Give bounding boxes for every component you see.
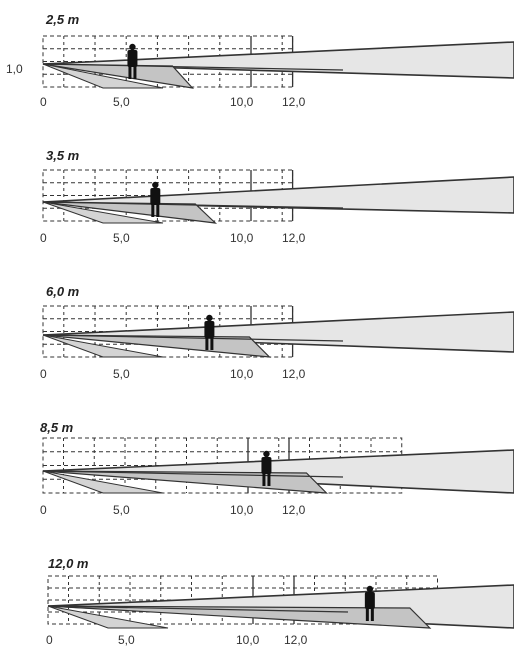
person-leg-right [133, 66, 137, 79]
panel-title: 8,5 m [40, 420, 74, 435]
person-leg-right [370, 608, 374, 621]
floor-wedge [42, 470, 164, 494]
tick-label-0: 0 [40, 95, 47, 109]
tick-label-10: 10,0 [230, 95, 254, 109]
person-body [204, 321, 215, 338]
far-beam [42, 41, 514, 79]
diagram-panel-1: 2,5 m 1,0 0 5,0 10,0 12,0 [6, 12, 514, 109]
person-head [129, 43, 136, 51]
floor-wedge [42, 201, 164, 224]
person-leg-left [205, 337, 209, 350]
tick-label-12: 12,0 [282, 231, 306, 245]
diagram-panel-4: 8,5 m 0 5,0 10,0 12,0 [40, 420, 514, 517]
tick-label-0: 0 [40, 231, 47, 245]
beam-shapes [42, 176, 514, 224]
beam-axis-line [42, 334, 344, 342]
diagram-panel-2: 3,5 m 0 5,0 10,0 12,0 [40, 148, 514, 245]
panel-title: 6,0 m [46, 284, 80, 299]
tick-label-10: 10,0 [236, 633, 260, 646]
tick-label-10: 10,0 [230, 231, 254, 245]
person-leg-right [156, 204, 160, 217]
beam-axis-line [42, 63, 344, 71]
person-body [261, 457, 272, 474]
person-body [150, 188, 161, 205]
tick-label-5: 5,0 [113, 503, 130, 517]
far-beam [42, 311, 514, 353]
person-leg-left [128, 66, 132, 79]
tick-label-12: 12,0 [284, 633, 308, 646]
beam-shapes [42, 449, 514, 494]
person-leg-left [262, 473, 266, 486]
person-leg-right [210, 337, 214, 350]
person-head [152, 181, 159, 189]
panel-title: 12,0 m [48, 556, 89, 571]
beam-axis-line [42, 470, 344, 478]
tick-label-0: 0 [40, 503, 47, 517]
panel-title: 2,5 m [45, 12, 80, 27]
person-icon [364, 585, 375, 621]
person-icon [261, 450, 272, 486]
person-leg-left [365, 608, 369, 621]
tick-label-10: 10,0 [230, 367, 254, 381]
person-leg-right [267, 473, 271, 486]
tick-label-5: 5,0 [113, 231, 130, 245]
diagram-panel-5: 12,0 m 0 5,0 10,0 12,0 [46, 556, 514, 646]
beam-shapes [42, 41, 514, 89]
panel-title: 3,5 m [46, 148, 80, 163]
tick-label-12: 12,0 [282, 503, 306, 517]
person-body [127, 50, 138, 67]
tick-label-0: 0 [40, 367, 47, 381]
person-icon [127, 43, 138, 79]
diagram-panel-3: 6,0 m 0 5,0 10,0 12,0 [40, 284, 514, 381]
person-head [263, 450, 270, 458]
beam-shapes [47, 584, 514, 629]
height-label: 1,0 [6, 62, 23, 76]
floor-wedge [42, 334, 164, 358]
near-beam [42, 470, 329, 494]
beam-axis-line [42, 201, 344, 209]
person-head [366, 585, 374, 593]
tick-label-12: 12,0 [282, 367, 306, 381]
tick-label-12: 12,0 [282, 95, 306, 109]
tick-label-5: 5,0 [113, 95, 130, 109]
tick-label-5: 5,0 [113, 367, 130, 381]
floor-wedge [42, 63, 164, 89]
tick-label-10: 10,0 [230, 503, 254, 517]
person-head [206, 314, 213, 322]
tick-label-0: 0 [46, 633, 53, 646]
person-icon [150, 181, 161, 217]
person-body [364, 592, 375, 609]
person-leg-left [151, 204, 155, 217]
beam-axis-line [47, 605, 349, 613]
tick-label-5: 5,0 [118, 633, 135, 646]
floor-wedge [47, 605, 169, 629]
person-icon [204, 314, 215, 350]
